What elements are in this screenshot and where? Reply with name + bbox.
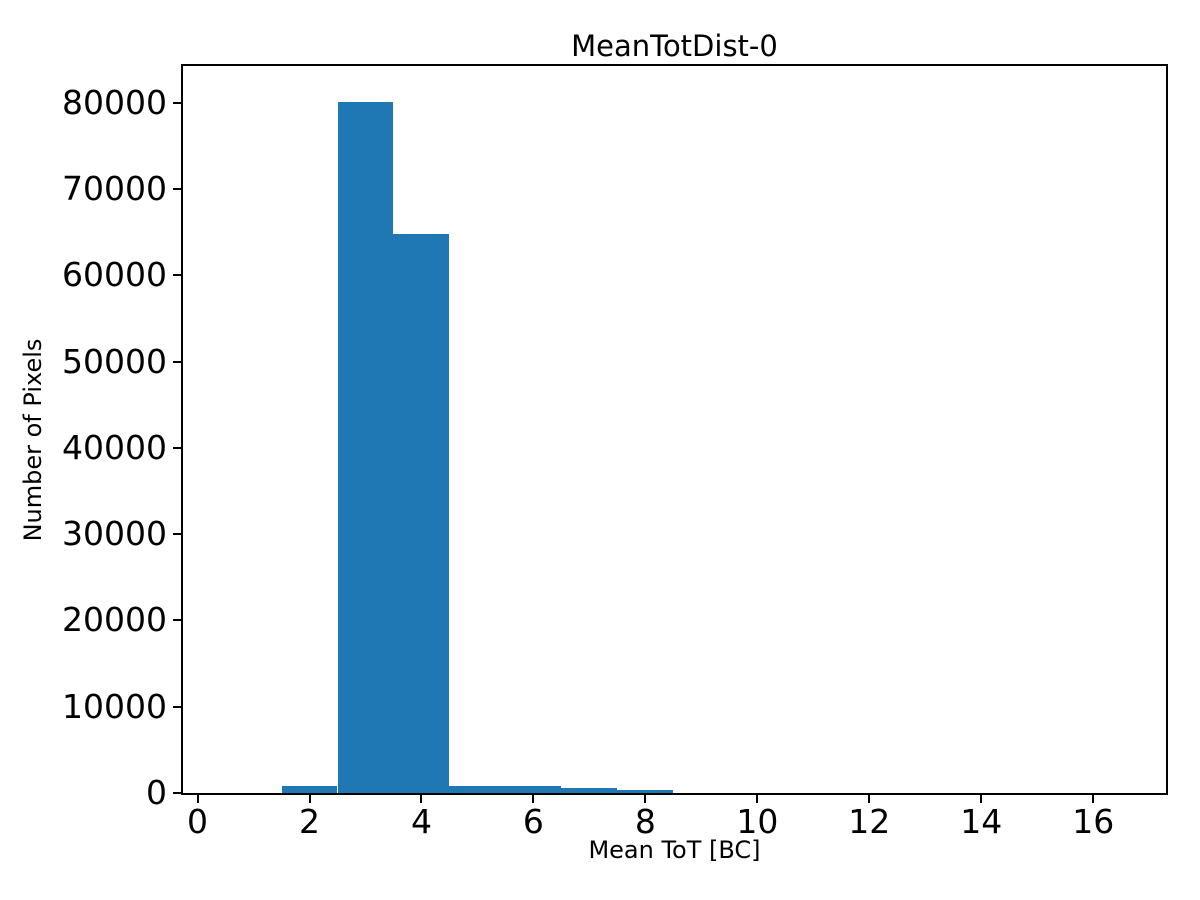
x-tick [308,795,311,803]
x-tick-label: 8 [634,802,656,841]
x-tick-label: 16 [1072,802,1115,841]
y-tick-label: 0 [146,773,167,813]
y-tick [173,274,181,277]
y-tick [173,101,181,104]
x-tick [420,795,423,803]
x-tick [980,795,983,803]
y-axis-label: Number of Pixels [18,338,47,542]
y-tick [173,619,181,622]
y-tick [173,792,181,794]
histogram-bar [393,233,450,793]
histogram-bar [617,790,674,793]
histogram-bar [561,788,618,793]
x-tick-label: 10 [736,802,779,841]
y-tick-label: 10000 [62,686,167,726]
x-tick-label: 14 [960,802,1003,841]
x-tick [644,795,647,803]
y-tick [173,187,181,190]
histogram-bar [505,786,562,793]
histogram-bar [337,101,394,793]
histogram-bar [281,786,338,793]
y-tick-label: 70000 [62,168,167,208]
x-tick-label: 12 [848,802,891,841]
chart-title: MeanTotDist-0 [571,29,778,63]
y-tick [173,533,181,536]
x-tick [532,795,535,803]
y-tick-label: 80000 [62,82,167,122]
y-tick [173,446,181,449]
y-tick [173,705,181,708]
y-tick-label: 60000 [62,255,167,295]
y-tick [173,360,181,363]
x-tick [1092,795,1095,803]
x-tick-label: 0 [187,802,209,841]
x-tick [868,795,871,803]
x-axis-label: Mean ToT [BC] [588,836,761,864]
x-tick [756,795,759,803]
x-tick-label: 4 [410,802,432,841]
y-tick-label: 30000 [62,514,167,554]
histogram-bar [449,785,506,793]
y-tick-label: 40000 [62,427,167,467]
plot-area: 0 2 4 6 8 10 12 14 16 0 10000 20000 30000 40000 50000 6… [62,64,1168,840]
x-tick-label: 2 [299,802,320,841]
x-tick-label: 6 [522,802,544,841]
y-tick-label: 20000 [62,600,167,640]
x-tick [196,795,199,803]
y-tick-label: 50000 [62,341,167,381]
